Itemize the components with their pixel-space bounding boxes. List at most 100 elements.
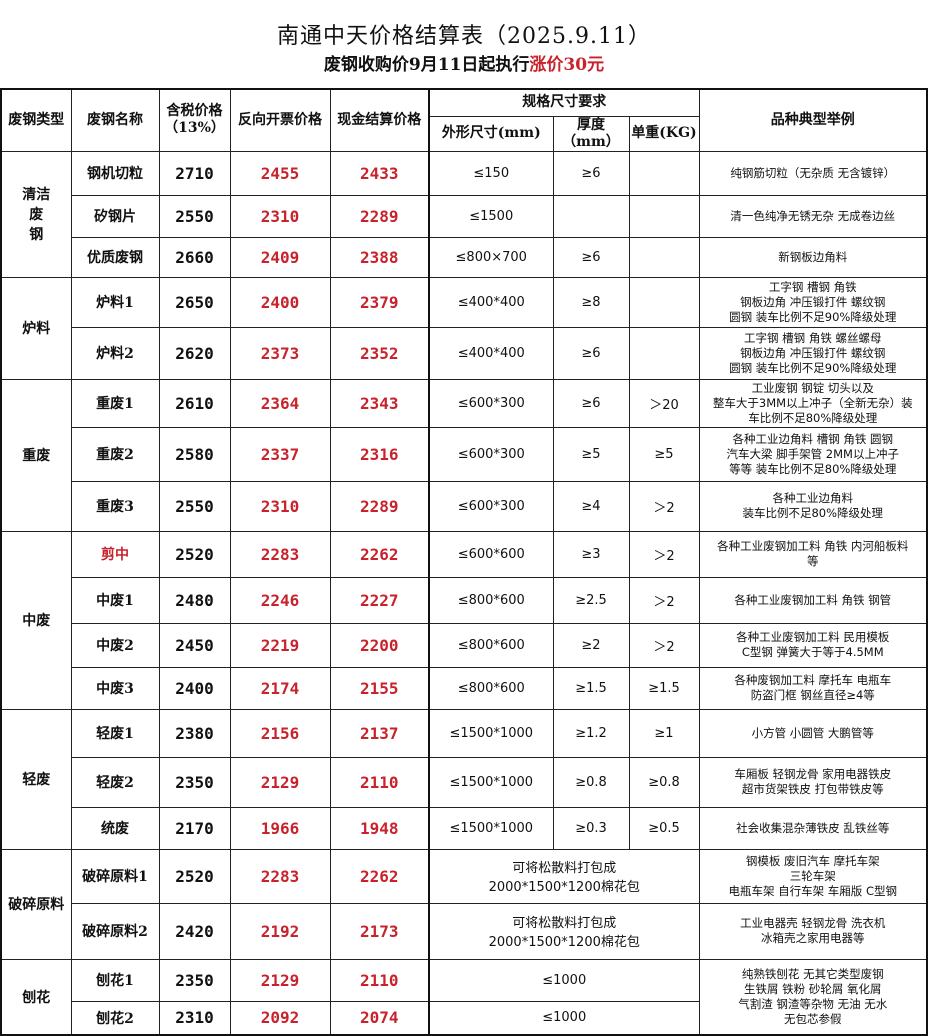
invoice-price: 2283 xyxy=(229,530,331,578)
examples: 社会收集混杂薄铁皮 乱铁丝等 xyxy=(698,806,928,850)
size: ≤800*600 xyxy=(428,666,554,710)
thickness: ≥6 xyxy=(552,326,630,380)
weight: ＞2 xyxy=(628,480,700,532)
cash-price: 1948 xyxy=(329,806,430,850)
tax-price: 2580 xyxy=(158,426,231,482)
cash-price: 2173 xyxy=(329,902,430,960)
examples: 钢模板 废旧汽车 摩托车架 三轮车架 电瓶车架 自行车架 车厢版 C型钢 xyxy=(698,848,928,904)
invoice-price: 2409 xyxy=(229,236,331,278)
size: ≤1500*1000 xyxy=(428,708,554,758)
tax-price: 2350 xyxy=(158,958,231,1002)
cash-price: 2200 xyxy=(329,622,430,668)
weight xyxy=(628,236,700,278)
weight: ≥1 xyxy=(628,708,700,758)
invoice-price: 2174 xyxy=(229,666,331,710)
examples: 工业电器壳 轻钢龙骨 洗衣机 冰箱壳之家用电器等 xyxy=(698,902,928,960)
page-subtitle: 废钢收购价9月11日起执行涨价30元 xyxy=(0,50,928,75)
examples: 各种废钢加工料 摩托车 电瓶车 防盗门框 钢丝直径≥4等 xyxy=(698,666,928,710)
tax-price: 2480 xyxy=(158,576,231,624)
cash-price: 2155 xyxy=(329,666,430,710)
size: ≤600*300 xyxy=(428,480,554,532)
table-row: 统废 2170 1966 1948 ≤1500*1000 ≥0.3 ≥0.5 社会收集混杂薄铁… xyxy=(1,806,928,850)
weight: ≥0.8 xyxy=(628,756,700,808)
invoice-price: 2337 xyxy=(229,426,331,482)
tax-price: 2650 xyxy=(158,276,231,328)
thickness: ≥8 xyxy=(552,276,630,328)
thickness: ≥3 xyxy=(552,530,630,578)
size: ≤600*300 xyxy=(428,378,554,428)
thickness: ≥5 xyxy=(552,426,630,482)
table-row: 破碎原料 破碎原料1 2520 2283 2262 可将松散料打包成 2000*1500*… xyxy=(0,848,928,960)
scrap-type: 刨花 xyxy=(0,958,72,1036)
examples: 纯熟铁刨花 无其它类型废钢 生铁屑 铁粉 砂轮屑 氧化屑 气割渣 钢渣等杂物 无… xyxy=(698,958,928,1036)
invoice-price: 2192 xyxy=(229,902,331,960)
header-thickness: 厚度（mm） xyxy=(552,115,630,152)
tax-price: 2400 xyxy=(158,666,231,710)
invoice-price: 2129 xyxy=(229,958,331,1002)
table-row: 矽钢片 2550 2310 2289 ≤1500 清一色纯净无锈无杂 无成卷边丝 xyxy=(1,194,928,238)
thickness: ≥4 xyxy=(552,480,630,532)
page-title: 南通中天价格结算表（2025.9.11） xyxy=(277,24,651,49)
header-examples: 品种典型举例 xyxy=(698,88,928,152)
examples: 清一色纯净无锈无杂 无成卷边丝 xyxy=(698,194,928,238)
cash-price: 2110 xyxy=(329,958,430,1002)
weight: ＞2 xyxy=(628,576,700,624)
cash-price: 2316 xyxy=(329,426,430,482)
size: ≤1500 xyxy=(428,194,554,238)
weight: ≥0.5 xyxy=(628,806,700,850)
invoice-price: 2364 xyxy=(229,378,331,428)
scrap-name: 中废3 xyxy=(70,666,160,710)
size: ≤400*400 xyxy=(428,276,554,328)
cash-price: 2227 xyxy=(329,576,430,624)
cash-price: 2352 xyxy=(329,326,430,380)
table-row: 重废3 2550 2310 2289 ≤600*300 ≥4 ＞2 各种工业边角料 装车比例不… xyxy=(1,480,928,532)
spec-requirement: 可将松散料打包成 2000*1500*1200棉花包 xyxy=(428,902,700,960)
thickness: ≥1.5 xyxy=(552,666,630,710)
thickness: ≥0.3 xyxy=(552,806,630,850)
cash-price: 2074 xyxy=(329,1000,430,1036)
invoice-price: 2283 xyxy=(229,848,331,904)
size: ≤400*400 xyxy=(428,326,554,380)
weight: ＞2 xyxy=(628,622,700,668)
invoice-price: 2373 xyxy=(229,326,331,380)
invoice-price: 2219 xyxy=(229,622,331,668)
table-row: 中废 剪中 2520 2283 2262 ≤600*600 ≥3 ＞2 各种工业废钢加工料 角铁… xyxy=(0,530,928,710)
weight xyxy=(628,150,700,196)
tax-price: 2610 xyxy=(158,378,231,428)
price-increase: 涨价30元 xyxy=(529,55,605,75)
examples: 车厢板 轻钢龙骨 家用电器铁皮 超市货架铁皮 打包带铁皮等 xyxy=(698,756,928,808)
scrap-name: 中废1 xyxy=(70,576,160,624)
cash-price: 2388 xyxy=(329,236,430,278)
scrap-name: 破碎原料1 xyxy=(70,848,160,904)
invoice-price: 2310 xyxy=(229,194,331,238)
tax-price: 2520 xyxy=(158,530,231,578)
scrap-name: 轻废2 xyxy=(70,756,160,808)
scrap-name: 炉料1 xyxy=(70,276,160,328)
tax-price: 2170 xyxy=(158,806,231,850)
weight xyxy=(628,276,700,328)
scrap-name: 重废1 xyxy=(70,378,160,428)
invoice-price: 1966 xyxy=(229,806,331,850)
examples: 各种工业废钢加工料 角铁 内河船板料 等 xyxy=(698,530,928,578)
spec-requirement: ≤1000 xyxy=(428,1000,700,1036)
thickness: ≥1.2 xyxy=(552,708,630,758)
invoice-price: 2156 xyxy=(229,708,331,758)
scrap-name: 钢机切粒 xyxy=(70,150,160,196)
cash-price: 2433 xyxy=(329,150,430,196)
examples: 工字钢 槽钢 角铁 螺丝螺母 钢板边角 冲压锻打件 螺纹钢 圆钢 装车比例不足9… xyxy=(698,326,928,380)
weight xyxy=(628,326,700,380)
header-weight: 单重(KG) xyxy=(628,115,700,152)
tax-price: 2380 xyxy=(158,708,231,758)
size: ≤1500*1000 xyxy=(428,806,554,850)
cash-price: 2110 xyxy=(329,756,430,808)
weight xyxy=(628,194,700,238)
examples: 小方管 小圆管 大鹏管等 xyxy=(698,708,928,758)
size: ≤1500*1000 xyxy=(428,756,554,808)
size: ≤150 xyxy=(428,150,554,196)
scrap-type: 中废 xyxy=(0,530,72,710)
examples: 各种工业边角料 槽钢 角铁 圆钢 汽车大梁 脚手架管 2MM以上冲子 等等 装车… xyxy=(698,426,928,482)
invoice-price: 2246 xyxy=(229,576,331,624)
spec-requirement: ≤1000 xyxy=(428,958,700,1002)
thickness: ≥0.8 xyxy=(552,756,630,808)
table-row: 中废2 2450 2219 2200 ≤800*600 ≥2 ＞2 各种工业废钢加工料 民用模… xyxy=(1,622,928,668)
